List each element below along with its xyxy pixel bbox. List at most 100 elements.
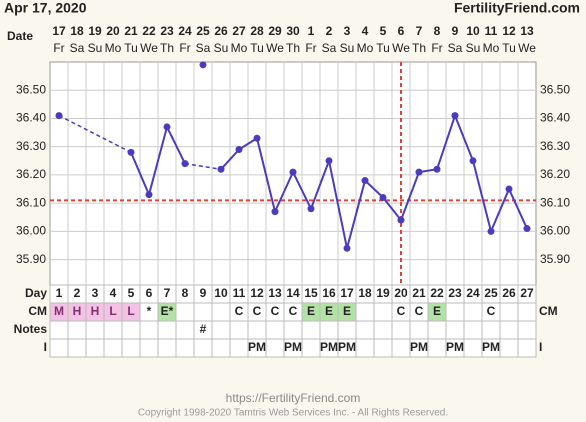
y-tick-label: 36.40 — [16, 111, 46, 125]
temp-dot — [469, 157, 477, 165]
table-cell — [355, 338, 375, 358]
table-cell — [337, 320, 357, 340]
table-cell — [157, 338, 177, 358]
table-cell — [85, 338, 105, 358]
table-cell — [391, 338, 411, 358]
temp-dot — [343, 244, 351, 252]
intercourse-cell: PM — [446, 340, 464, 354]
cm-cell: C — [397, 304, 406, 318]
table-cell — [283, 320, 303, 340]
weekday-label: Mo — [231, 41, 248, 55]
date-label: 8 — [434, 24, 441, 38]
date-label: 28 — [250, 24, 264, 38]
table-cell — [355, 302, 375, 322]
days-cell: 21 — [412, 286, 426, 300]
y-tick-label: 36.20 — [16, 167, 46, 181]
weekday-label: Sa — [196, 41, 211, 55]
date-label: 23 — [160, 24, 174, 38]
temp-dot — [523, 225, 531, 233]
date-label: 24 — [178, 24, 192, 38]
date-label: 18 — [70, 24, 84, 38]
table-cell — [481, 320, 501, 340]
temp-line — [130, 124, 186, 198]
temp-dot — [397, 216, 405, 224]
date-label: 19 — [88, 24, 102, 38]
cm-cell: E — [433, 304, 441, 318]
temp-dot — [487, 227, 495, 235]
y-tick-label-right: 36.10 — [540, 195, 570, 209]
days-cell: 15 — [304, 286, 318, 300]
chart-date: Apr 17, 2020 — [4, 0, 87, 16]
table-cell — [49, 338, 69, 358]
date-label: 30 — [286, 24, 300, 38]
cm-cell: M — [54, 304, 64, 318]
date-label: Date — [7, 29, 33, 43]
date-label: 27 — [232, 24, 246, 38]
days-cell: 26 — [502, 286, 516, 300]
gap-line — [184, 162, 222, 171]
table-cell — [463, 302, 483, 322]
table-cell — [517, 338, 537, 358]
table-cell — [139, 320, 159, 340]
temp-dot — [415, 168, 423, 176]
days-cell: 25 — [484, 286, 498, 300]
y-tick-label-right: 36.20 — [540, 167, 570, 181]
table-cell — [517, 320, 537, 340]
table-cell — [157, 320, 177, 340]
days-cell: 6 — [146, 286, 153, 300]
date-label: 17 — [52, 24, 66, 38]
footer-url: https://FertilityFriend.com — [226, 391, 361, 405]
temp-dot — [379, 193, 387, 201]
table-cell — [409, 320, 429, 340]
table-cell — [499, 338, 519, 358]
weekday-label: Mo — [483, 41, 500, 55]
cm-cell: C — [289, 304, 298, 318]
y-tick-label-right: 35.90 — [540, 252, 570, 266]
weekday-label: Fr — [53, 41, 64, 55]
date-label: 7 — [416, 24, 423, 38]
weekday-label: Mo — [357, 41, 374, 55]
intercourse-cell: PM — [410, 340, 428, 354]
temp-dot — [289, 168, 297, 176]
row-label: Notes — [14, 322, 48, 336]
table-cell — [319, 320, 339, 340]
site-name: FertilityFriend.com — [454, 0, 580, 16]
table-cell — [121, 338, 141, 358]
table-cell — [355, 320, 375, 340]
temp-dot — [505, 185, 513, 193]
date-label: 20 — [106, 24, 120, 38]
date-label: 21 — [124, 24, 138, 38]
table-cell — [247, 320, 267, 340]
weekday-label: Sa — [322, 41, 337, 55]
days-cell: 22 — [430, 286, 444, 300]
row-label-right: I — [539, 340, 542, 354]
y-tick-label-right: 36.40 — [540, 111, 570, 125]
date-label: 25 — [196, 24, 210, 38]
table-cell — [193, 302, 213, 322]
days-cell: 5 — [128, 286, 135, 300]
date-label: 1 — [308, 24, 315, 38]
weekday-label: Tu — [376, 41, 390, 55]
table-cell — [373, 338, 393, 358]
days-cell: 16 — [322, 286, 336, 300]
weekday-label: Tu — [124, 41, 138, 55]
table-cell — [103, 338, 123, 358]
days-cell: 20 — [394, 286, 408, 300]
days-cell: 9 — [200, 286, 207, 300]
weekday-label: Su — [340, 41, 355, 55]
date-label: 12 — [502, 24, 516, 38]
temp-dot — [181, 160, 189, 168]
table-cell — [229, 338, 249, 358]
weekday-label: Su — [88, 41, 103, 55]
weekday-label: We — [518, 41, 536, 55]
days-cell: 27 — [520, 286, 534, 300]
date-label: 5 — [380, 24, 387, 38]
y-tick-label-right: 36.30 — [540, 139, 570, 153]
table-cell — [211, 320, 231, 340]
days-cell: 18 — [358, 286, 372, 300]
days-cell: 13 — [268, 286, 282, 300]
days-cell: 14 — [286, 286, 300, 300]
table-cell — [445, 320, 465, 340]
temp-dot — [325, 157, 333, 165]
weekday-label: Su — [214, 41, 229, 55]
